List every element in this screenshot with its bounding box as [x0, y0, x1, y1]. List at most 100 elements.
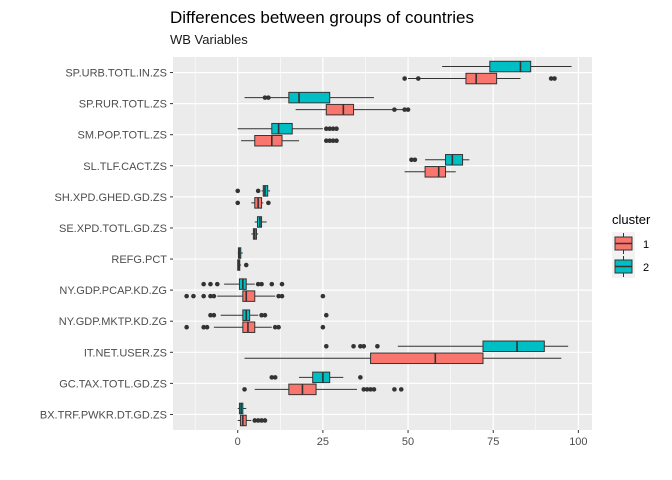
box	[489, 60, 532, 73]
outlier-point	[402, 107, 407, 112]
outlier-point	[320, 324, 326, 330]
box-cluster-1	[244, 352, 562, 365]
outlier-point	[361, 343, 367, 349]
box-cluster-2	[244, 91, 374, 104]
box	[288, 91, 331, 104]
outlier-point	[259, 281, 264, 287]
outlier-point	[184, 324, 189, 330]
outlier-point	[269, 281, 275, 287]
outlier-point	[323, 126, 329, 132]
y-axis-labels: SP.URB.TOTL.IN.ZS SP.RUR.TOTL.ZS SM.POP.TO…	[40, 68, 173, 421]
box-cluster-1	[184, 321, 326, 333]
legend-item-2: 2	[612, 255, 649, 278]
box	[271, 122, 293, 135]
outlier-point	[211, 312, 217, 318]
outlier-point	[262, 418, 268, 423]
outlier-point	[323, 312, 329, 318]
outlier-point	[548, 76, 554, 81]
box-cluster-2	[208, 309, 329, 321]
outlier-point	[371, 387, 377, 392]
outlier-point	[242, 387, 247, 392]
outlier-point	[208, 281, 213, 287]
outlier-point	[375, 343, 380, 349]
box-cluster-2	[235, 185, 271, 197]
outlier-point	[330, 138, 336, 144]
y-tick-label: REFG.PCT	[111, 254, 167, 266]
box-cluster-2	[237, 247, 243, 259]
outlier-point	[262, 95, 268, 100]
outlier-point	[330, 126, 336, 132]
y-tick-label: SL.TLF.CACT.ZS	[83, 161, 167, 173]
outlier-point	[276, 324, 281, 330]
outlier-point	[358, 343, 363, 349]
outlier-point	[208, 293, 213, 299]
outlier-point	[323, 138, 329, 144]
outlier-point	[201, 293, 206, 299]
outlier-point	[255, 188, 261, 194]
outlier-point	[279, 293, 285, 299]
x-tick-label: 25	[317, 436, 329, 448]
legend: cluster 1 2	[612, 212, 651, 278]
box-cluster-2	[442, 60, 572, 73]
outlier-point	[334, 138, 339, 144]
y-tick-label: SP.URB.TOTL.IN.ZS	[65, 68, 167, 80]
outlier-point	[269, 375, 275, 380]
box	[254, 134, 283, 147]
box	[370, 352, 484, 365]
x-tick-label: 50	[402, 436, 414, 448]
y-tick-label: IT.NET.USER.ZS	[84, 347, 167, 359]
outlier-point	[351, 343, 356, 349]
outlier-point	[272, 324, 278, 330]
box-cluster-1	[404, 166, 456, 178]
x-tick-label: 100	[569, 436, 587, 448]
box-cluster-2	[237, 402, 247, 415]
legend-label: 1	[643, 239, 649, 251]
y-tick-label: SH.XPD.GHED.GD.ZS	[55, 192, 167, 204]
outlier-point	[392, 107, 397, 112]
legend-item-1: 1	[612, 232, 649, 255]
box-cluster-2	[201, 278, 285, 290]
outlier-point	[412, 157, 418, 163]
outlier-point	[262, 312, 268, 318]
box	[445, 154, 464, 166]
y-tick-label: NY.GDP.MKTP.KD.ZG	[59, 316, 167, 328]
outlier-point	[361, 387, 367, 392]
outlier-point	[214, 281, 220, 287]
outlier-point	[552, 76, 557, 81]
outlier-point	[184, 293, 189, 299]
outlier-point	[364, 387, 370, 392]
box-cluster-1	[184, 290, 326, 302]
outlier-point	[252, 418, 258, 423]
outlier-point	[235, 200, 241, 206]
outlier-point	[243, 262, 249, 268]
outlier-point	[266, 200, 271, 206]
outlier-point	[259, 418, 264, 423]
y-tick-label: GC.TAX.TOTL.GD.ZS	[59, 378, 167, 390]
box	[242, 321, 256, 333]
outlier-point	[208, 312, 213, 318]
chart-subtitle: WB Variables	[170, 32, 248, 47]
legend-label: 2	[643, 262, 649, 274]
box-cluster-1	[242, 383, 404, 396]
chart-title: Differences between groups of countries	[170, 8, 474, 27]
y-tick-label: SM.POP.TOTL.ZS	[78, 130, 167, 142]
outlier-point	[368, 387, 373, 392]
outlier-point	[392, 387, 397, 392]
outlier-point	[402, 76, 407, 81]
outlier-point	[405, 107, 411, 112]
x-tick-label: 75	[487, 436, 499, 448]
plot-panel	[173, 57, 592, 430]
box-cluster-1	[237, 414, 268, 427]
box-cluster-1	[295, 103, 411, 116]
outlier-point	[409, 157, 414, 163]
grid-lines	[173, 57, 592, 430]
box	[242, 290, 256, 302]
outlier-point	[327, 126, 332, 132]
outlier-point	[276, 293, 281, 299]
outlier-point	[204, 324, 210, 330]
box-cluster-1	[237, 259, 249, 271]
outlier-point	[415, 76, 421, 81]
outlier-point	[255, 418, 261, 423]
box	[465, 72, 498, 85]
